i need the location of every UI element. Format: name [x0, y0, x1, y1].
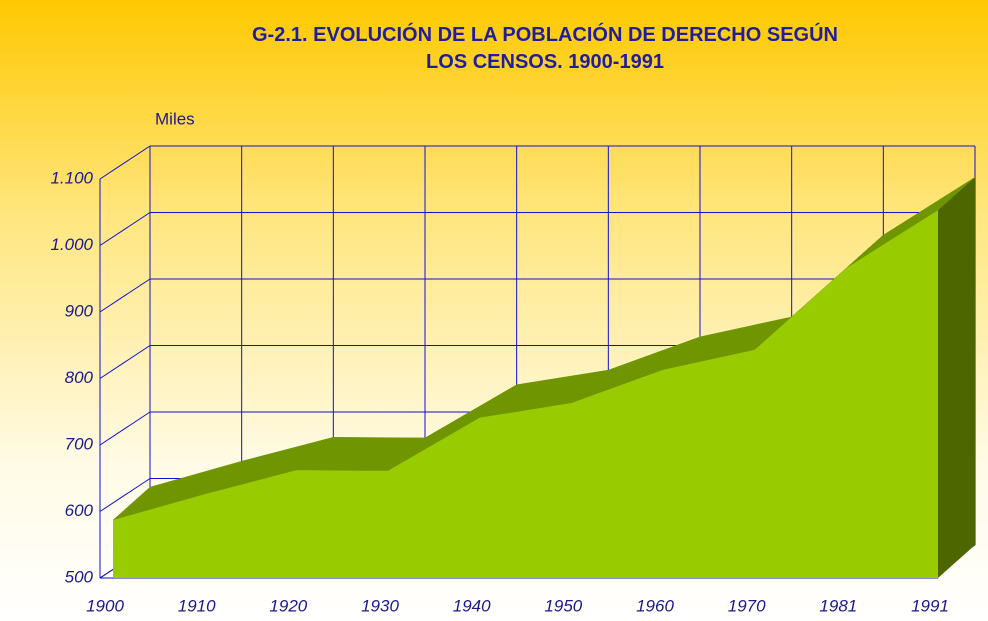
x-tick-label: 1920 [269, 596, 307, 615]
x-tick-label: 1940 [453, 596, 491, 615]
y-tick-label: 600 [65, 501, 94, 520]
grid-line [99, 145, 151, 180]
x-tick-label: 1981 [819, 596, 857, 615]
grid-line [99, 411, 151, 446]
x-tick-label: 1991 [911, 596, 949, 615]
grid-line [99, 345, 151, 379]
x-tick-label: 1910 [178, 596, 216, 615]
x-tick-label: 1970 [728, 596, 766, 615]
y-tick-label: 1.000 [50, 235, 93, 254]
y-tick-label: 800 [65, 368, 94, 387]
grid-line [99, 278, 151, 313]
y-tick-label: 500 [65, 567, 94, 586]
y-tick-label: 900 [65, 301, 94, 320]
x-tick-label: 1960 [636, 596, 674, 615]
x-tick-label: 1900 [86, 596, 124, 615]
x-tick-label: 1950 [544, 596, 582, 615]
grid-line [99, 478, 151, 512]
area-side-face [938, 177, 975, 578]
x-tick-label: 1930 [361, 596, 399, 615]
y-tick-label: 1.100 [50, 168, 93, 187]
chart-title: G-2.1. EVOLUCIÓN DE LA POBLACIÓN DE DERE… [252, 24, 838, 73]
y-tick-label: 700 [65, 434, 94, 453]
grid-line [99, 212, 151, 246]
y-axis-label: Miles [155, 109, 195, 128]
area-front-face [113, 210, 938, 578]
